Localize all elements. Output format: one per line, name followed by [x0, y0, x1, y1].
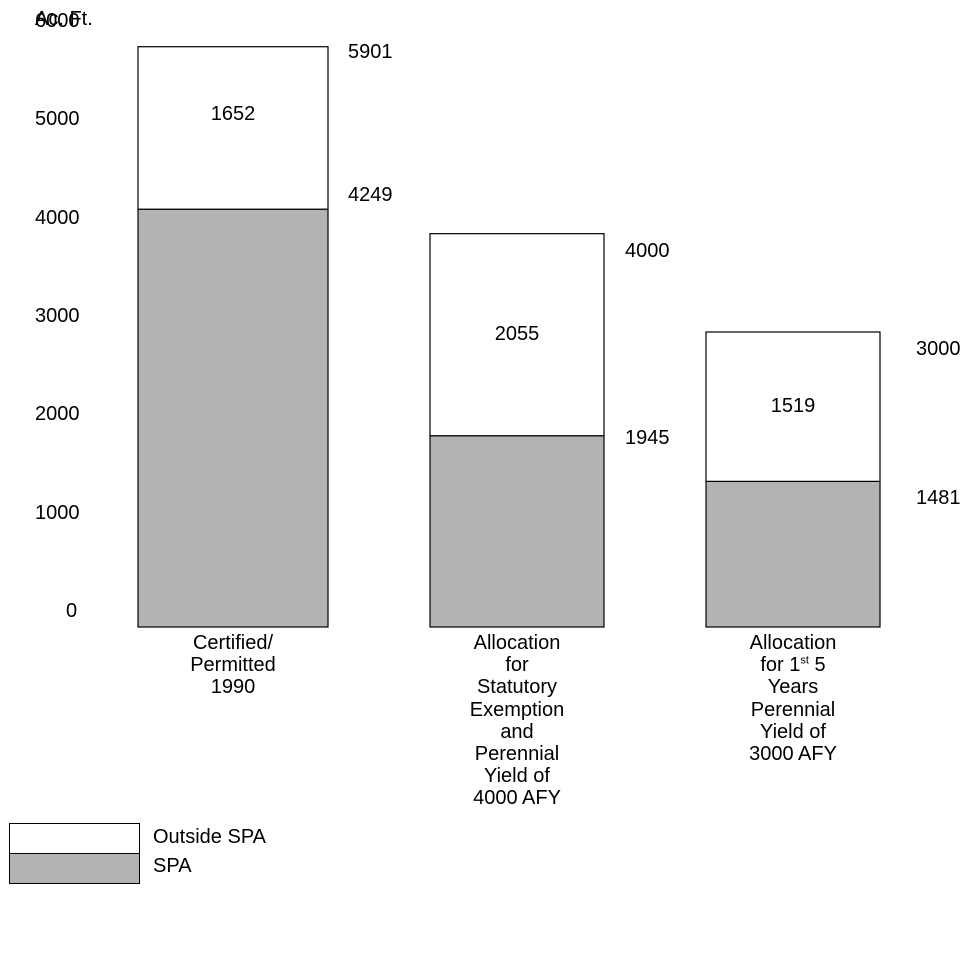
bar-segment-outside-spa — [429, 233, 605, 437]
y-axis-title: Ac. Ft. — [35, 8, 93, 30]
y-tick-label: 6000 — [35, 10, 80, 32]
y-tick-label: 2000 — [35, 403, 80, 426]
spa-value-label: 1945 — [625, 426, 670, 449]
total-value-label: 5901 — [348, 40, 393, 63]
spa-value-label: 4249 — [348, 184, 393, 207]
y-tick-label: 5000 — [35, 108, 80, 131]
segment-value-label-outside-spa: 1519 — [770, 394, 816, 417]
y-tick-label: 0 — [66, 600, 78, 622]
legend-label-outside-spa: Outside SPA — [153, 826, 267, 848]
y-tick-label: 4000 — [35, 206, 80, 229]
legend-swatch-spa — [9, 853, 140, 884]
segment-value-label-outside-spa: 1652 — [210, 102, 256, 125]
bar-segment-outside-spa — [137, 46, 329, 210]
spa-value-label: 1481 — [916, 487, 961, 510]
bar-segment-spa — [705, 480, 881, 628]
x-category-label: Allocation for 1st 5 Years Perennial Yield o… — [749, 632, 837, 766]
bar-segment-spa — [429, 435, 605, 628]
y-tick-label: 1000 — [35, 501, 80, 524]
x-category-label: Allocation for Statutory Exemption and Perenn… — [469, 632, 565, 810]
bar-segment-spa — [137, 208, 329, 628]
bar-segment-outside-spa — [705, 331, 881, 482]
y-tick-label: 3000 — [35, 305, 80, 327]
total-value-label: 3000 — [916, 338, 961, 360]
segment-value-label-outside-spa: 2055 — [494, 322, 540, 345]
legend-swatch-outside-spa — [9, 823, 140, 854]
x-category-label: Certified/Permitted 1990 — [190, 632, 276, 699]
total-value-label: 4000 — [625, 239, 670, 262]
legend-label-spa: SPA — [153, 855, 192, 877]
